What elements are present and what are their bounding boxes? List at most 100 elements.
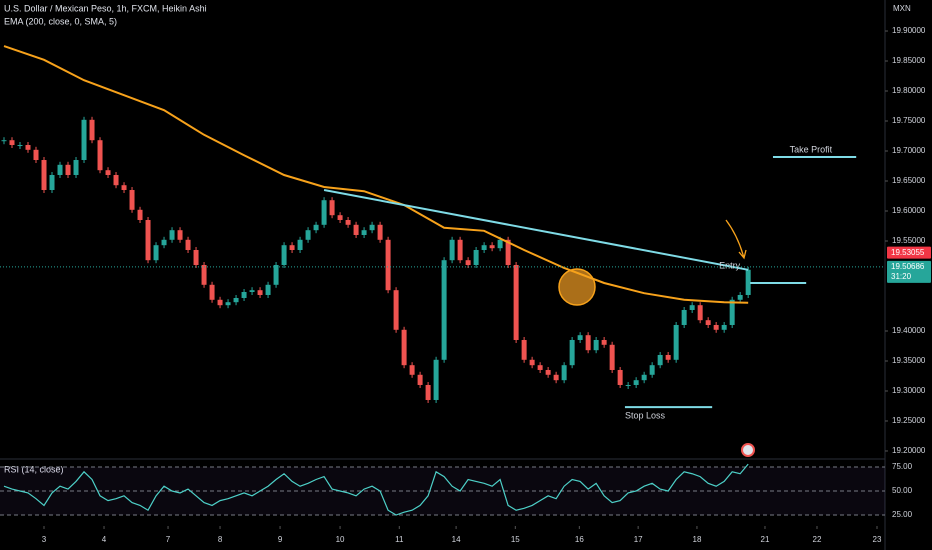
candle-body (481, 245, 487, 250)
candle-body (529, 359, 535, 366)
candle-body (49, 175, 55, 191)
candle-body (673, 324, 679, 360)
candle-body (625, 384, 631, 386)
x-tick-label: 14 (452, 535, 461, 544)
event-icon[interactable] (741, 443, 755, 457)
candle-body (89, 119, 95, 141)
candle-body (577, 335, 583, 340)
candle-body (609, 344, 615, 370)
candle-body (441, 260, 447, 360)
candle-body (353, 224, 359, 235)
x-tick-label: 8 (218, 535, 223, 544)
x-tick-label: 23 (873, 535, 882, 544)
candle-body (273, 264, 279, 285)
candle-body (57, 164, 63, 176)
candle-body (617, 369, 623, 385)
candle-body (1, 140, 7, 142)
y-tick-label: 19.20000 (892, 446, 926, 455)
candle-body (593, 339, 599, 351)
candle-body (361, 230, 367, 235)
rsi-tick-label: 75.00 (892, 462, 913, 471)
candle-body (129, 190, 135, 210)
candle-body (329, 200, 335, 216)
y-tick-label: 19.80000 (892, 86, 926, 95)
x-tick-label: 21 (761, 535, 770, 544)
y-tick-label: 19.55000 (892, 236, 926, 245)
candle-body (193, 249, 199, 265)
candle-body (305, 230, 311, 240)
candle-body (553, 374, 559, 381)
candle-body (105, 170, 111, 176)
annotation-label: Stop Loss (625, 411, 666, 421)
price-tag-label: 19.53055 (891, 248, 925, 257)
candle-body (185, 239, 191, 250)
rsi-line (3, 463, 749, 516)
price-tag-label: 19.50686 (891, 262, 925, 271)
candle-body (665, 354, 671, 360)
x-tick-label: 3 (42, 535, 47, 544)
candle-body (713, 324, 719, 330)
candle-body (41, 160, 47, 191)
candle-body (585, 335, 591, 351)
candle-body (729, 299, 735, 325)
x-tick-label: 15 (511, 535, 520, 544)
y-tick-label: 19.75000 (892, 116, 926, 125)
candle-body (473, 249, 479, 265)
rsi-tick-label: 25.00 (892, 510, 913, 519)
candle-body (433, 359, 439, 400)
candle-body (73, 160, 79, 176)
candle-body (489, 245, 495, 249)
candle-body (657, 354, 663, 366)
candle-body (425, 384, 431, 400)
y-tick-label: 19.30000 (892, 386, 926, 395)
candle-body (369, 224, 375, 231)
x-tick-label: 9 (278, 535, 283, 544)
candle-body (177, 230, 183, 240)
candle-body (233, 297, 239, 303)
x-tick-label: 10 (336, 535, 345, 544)
candle-body (737, 294, 743, 300)
candle-body (281, 245, 287, 265)
y-tick-label: 19.90000 (892, 26, 926, 35)
candle-body (457, 239, 463, 261)
candle-body (145, 220, 151, 261)
y-tick-label: 19.25000 (892, 416, 926, 425)
x-tick-label: 16 (575, 535, 584, 544)
candle-body (9, 140, 15, 146)
candle-body (289, 245, 295, 250)
candle-body (321, 200, 327, 225)
candle-body (97, 140, 103, 171)
candle-body (65, 164, 71, 176)
x-tick-label: 7 (166, 535, 171, 544)
candle-body (225, 302, 231, 306)
symbol-title: U.S. Dollar / Mexican Peso, 1h, FXCM, He… (4, 3, 207, 13)
currency: MXN (893, 4, 911, 13)
y-tick-label: 19.65000 (892, 176, 926, 185)
entry-arrow (725, 219, 747, 260)
y-tick-label: 19.35000 (892, 356, 926, 365)
price-tag (887, 246, 931, 259)
candle-body (249, 290, 255, 292)
candle-body (537, 365, 543, 370)
candle-body (601, 339, 607, 345)
candle-body (409, 365, 415, 375)
candle-body (337, 215, 343, 221)
candle-body (641, 374, 647, 381)
candle-body (449, 239, 455, 261)
candle-body (385, 239, 391, 291)
x-tick-label: 18 (693, 535, 702, 544)
candle-body (241, 291, 247, 298)
y-tick-label: 19.60000 (892, 206, 926, 215)
rsi-tick-label: 50.00 (892, 486, 913, 495)
ema-line (3, 45, 749, 304)
x-tick-label: 22 (813, 535, 822, 544)
candle-body (745, 269, 751, 295)
candle-body (201, 264, 207, 285)
candle-body (17, 145, 23, 147)
candle-body (377, 224, 383, 240)
candle-body (697, 305, 703, 321)
candle-body (689, 305, 695, 310)
candle-body (265, 284, 271, 295)
highlight-circle (558, 268, 596, 306)
candle-body (345, 220, 351, 225)
